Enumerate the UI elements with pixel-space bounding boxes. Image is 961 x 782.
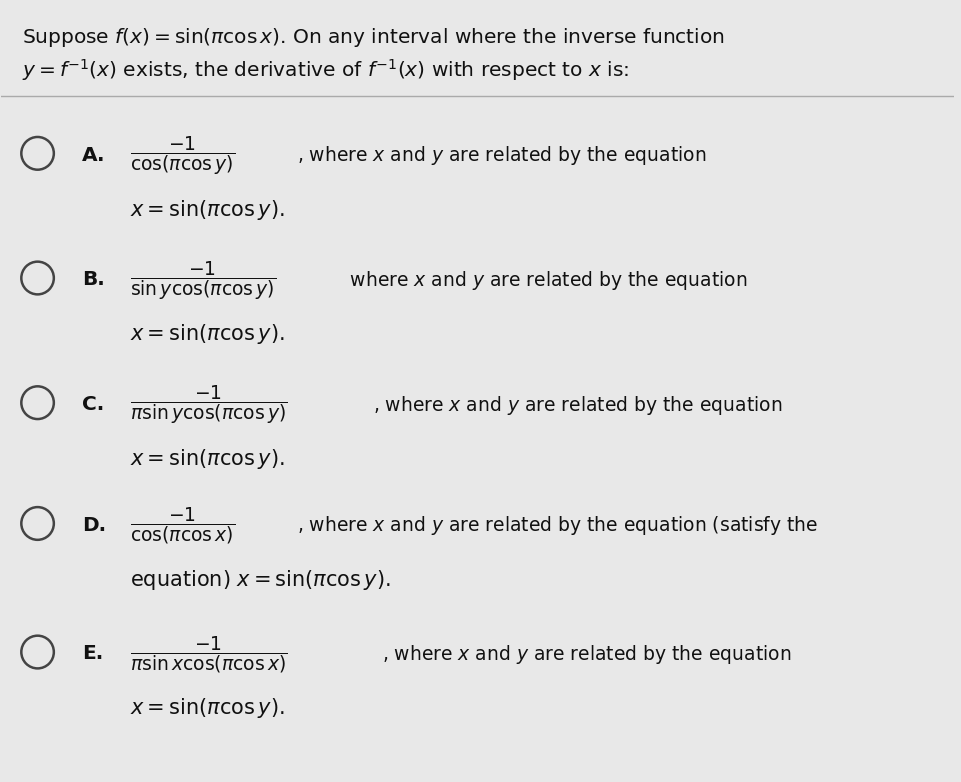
Text: , where $x$ and $y$ are related by the equation: , where $x$ and $y$ are related by the e… <box>373 393 781 417</box>
Text: , where $x$ and $y$ are related by the equation: , where $x$ and $y$ are related by the e… <box>296 144 705 167</box>
Text: $\dfrac{-1}{\pi\sin x\cos(\pi\cos x)}$: $\dfrac{-1}{\pi\sin x\cos(\pi\cos x)}$ <box>130 634 287 675</box>
Text: B.: B. <box>83 271 105 289</box>
Text: $\dfrac{-1}{\cos(\pi\cos y)}$: $\dfrac{-1}{\cos(\pi\cos y)}$ <box>130 135 234 177</box>
Text: , where $x$ and $y$ are related by the equation (satisfy the: , where $x$ and $y$ are related by the e… <box>296 515 817 537</box>
Text: , where $x$ and $y$ are related by the equation: , where $x$ and $y$ are related by the e… <box>382 643 791 666</box>
Text: where $x$ and $y$ are related by the equation: where $x$ and $y$ are related by the equ… <box>344 269 747 292</box>
Text: $x = \sin(\pi\cos y).$: $x = \sin(\pi\cos y).$ <box>130 697 284 720</box>
Text: D.: D. <box>83 515 107 535</box>
Text: A.: A. <box>83 145 106 164</box>
Text: $x = \sin(\pi\cos y).$: $x = \sin(\pi\cos y).$ <box>130 322 284 346</box>
Text: $\dfrac{-1}{\sin y\cos(\pi\cos y)}$: $\dfrac{-1}{\sin y\cos(\pi\cos y)}$ <box>130 259 276 302</box>
Text: E.: E. <box>83 644 104 663</box>
Text: $\dfrac{-1}{\pi\sin y\cos(\pi\cos y)}$: $\dfrac{-1}{\pi\sin y\cos(\pi\cos y)}$ <box>130 384 287 426</box>
Text: equation) $x = \sin(\pi\cos y).$: equation) $x = \sin(\pi\cos y).$ <box>130 568 390 592</box>
Text: $\dfrac{-1}{\cos(\pi\cos x)}$: $\dfrac{-1}{\cos(\pi\cos x)}$ <box>130 505 234 547</box>
Text: $y = f^{-1}(x)$ exists, the derivative of $f^{-1}(x)$ with respect to $x$ is:: $y = f^{-1}(x)$ exists, the derivative o… <box>22 58 628 84</box>
Text: $x = \sin(\pi\cos y).$: $x = \sin(\pi\cos y).$ <box>130 198 284 222</box>
Text: C.: C. <box>83 395 105 414</box>
Text: Suppose $f(x) = \sin(\pi\cos x)$. On any interval where the inverse function: Suppose $f(x) = \sin(\pi\cos x)$. On any… <box>22 27 725 49</box>
Text: $x = \sin(\pi\cos y).$: $x = \sin(\pi\cos y).$ <box>130 447 284 471</box>
